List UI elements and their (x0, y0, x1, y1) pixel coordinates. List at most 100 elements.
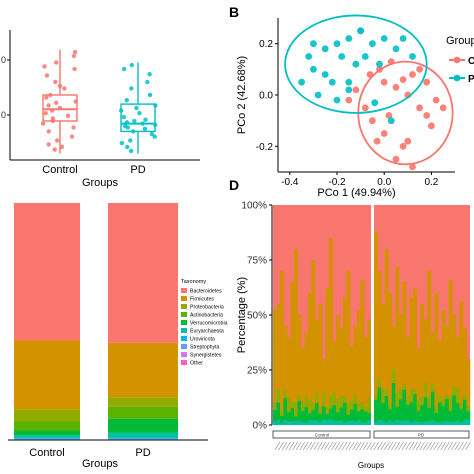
data-point (321, 45, 329, 53)
stacked-bar-segment (14, 340, 80, 410)
data-point (345, 78, 353, 86)
data-point (143, 117, 148, 122)
data-point (387, 117, 395, 125)
data-point (153, 122, 158, 128)
stacked-bar-segment (287, 397, 291, 413)
data-point (399, 35, 407, 42)
data-point (71, 125, 76, 130)
sample-label-mark (461, 441, 468, 451)
stacked-bar-segment (448, 279, 453, 397)
stacked-bar-segment (290, 408, 295, 422)
stacked-bar-segment (391, 326, 396, 369)
stacked-bar-segment (455, 402, 460, 421)
stacked-bar-segment (459, 301, 464, 403)
stacked-bar-segment (462, 394, 467, 400)
sample-label-mark (295, 441, 302, 451)
data-point (376, 60, 383, 68)
stacked-bar-segment (364, 337, 368, 407)
stacked-bar-segment (308, 413, 312, 421)
sample-label-mark (401, 441, 408, 451)
data-point (128, 138, 133, 143)
stacked-bar-segment (398, 421, 403, 425)
stacked-bar-segment (406, 420, 410, 425)
data-point (142, 126, 148, 131)
group-strip (373, 430, 470, 439)
stacked-bar-segment (462, 399, 467, 420)
stacked-bar-segment (294, 249, 298, 402)
stacked-bar-segment (357, 411, 361, 421)
stacked-bar-segment (398, 388, 403, 400)
stacked-bar-segment (297, 315, 302, 395)
stacked-bar-segment (273, 402, 277, 411)
stacked-bar-segment (360, 409, 365, 423)
stacked-bar-segment (452, 386, 457, 396)
data-point (345, 35, 353, 42)
sample-label-mark (419, 441, 425, 451)
stacked-bar-segment (377, 271, 382, 380)
data-point (46, 103, 51, 108)
stacked-bar-segment (108, 397, 178, 407)
data-point (428, 122, 435, 130)
legend-key (181, 360, 187, 365)
sample-label-mark (437, 441, 443, 451)
stacked-bar-segment (416, 348, 421, 400)
stacked-bar-segment (318, 406, 323, 414)
stacked-bar-segment (297, 400, 302, 421)
data-point (54, 138, 60, 143)
stacked-bar-segment (108, 437, 178, 439)
legend-key (181, 328, 187, 333)
stacked-bar-segment (329, 238, 333, 397)
legend-background (178, 274, 238, 372)
stacked-bar-segment (297, 394, 302, 401)
stacked-bar-segment (364, 422, 368, 425)
legend-key-point (453, 56, 461, 64)
sample-label-mark (331, 441, 337, 451)
stacked-bar-segment (311, 409, 316, 421)
sample-label-mark (373, 441, 380, 451)
stacked-bar-segment (445, 326, 449, 395)
stacked-bar-segment (353, 403, 358, 422)
stacked-bar-segment (304, 407, 309, 423)
stacked-bar-segment (388, 293, 393, 404)
legend-label: Streptophyta (190, 345, 220, 351)
stacked-bar-segment (350, 400, 354, 410)
data-point (369, 40, 376, 48)
stacked-bar-segment (276, 420, 281, 425)
legend-title: Group (446, 35, 474, 47)
x-tick-label: Control (42, 164, 77, 176)
data-point (140, 121, 145, 126)
stacked-bar-segment (325, 413, 330, 421)
sample-label-mark (310, 441, 316, 451)
stacked-bar-segment (466, 411, 471, 421)
sample-label-mark (408, 441, 415, 451)
stacked-bar-segment (420, 304, 425, 397)
stacked-bar-segment (353, 326, 358, 394)
legend-title: Taxonomy (181, 279, 206, 285)
data-point (62, 86, 67, 91)
stacked-bar-segment (462, 328, 467, 395)
stacked-bar-segment (438, 422, 442, 425)
data-point (328, 78, 336, 86)
stacked-bar-segment (377, 420, 382, 425)
y-axis-title: Percentage (%) (236, 277, 248, 353)
stacked-bar-segment (318, 422, 323, 425)
stacked-bar-segment (427, 407, 432, 421)
stacked-bar-segment (430, 420, 435, 425)
stacked-bar-segment (329, 419, 333, 425)
stacked-bar-segment (287, 337, 291, 398)
stacked-bar-segment (434, 293, 439, 408)
stacked-bar-segment (384, 389, 389, 397)
sample-label-mark (302, 441, 309, 451)
sample-label-mark (320, 441, 327, 451)
data-point (73, 99, 78, 104)
stacked-bar-segment (294, 420, 298, 425)
panel-a-boxplot: 0 0 Control PD Groups (1, 30, 200, 189)
stacked-bar-segment (388, 403, 393, 410)
stacked-bar-segment (438, 402, 442, 423)
confidence-ellipse (284, 14, 428, 114)
stacked-bar-segment (360, 422, 365, 425)
legend-label: C (468, 56, 474, 67)
data-point (380, 78, 388, 86)
sample-label-mark (444, 441, 450, 451)
